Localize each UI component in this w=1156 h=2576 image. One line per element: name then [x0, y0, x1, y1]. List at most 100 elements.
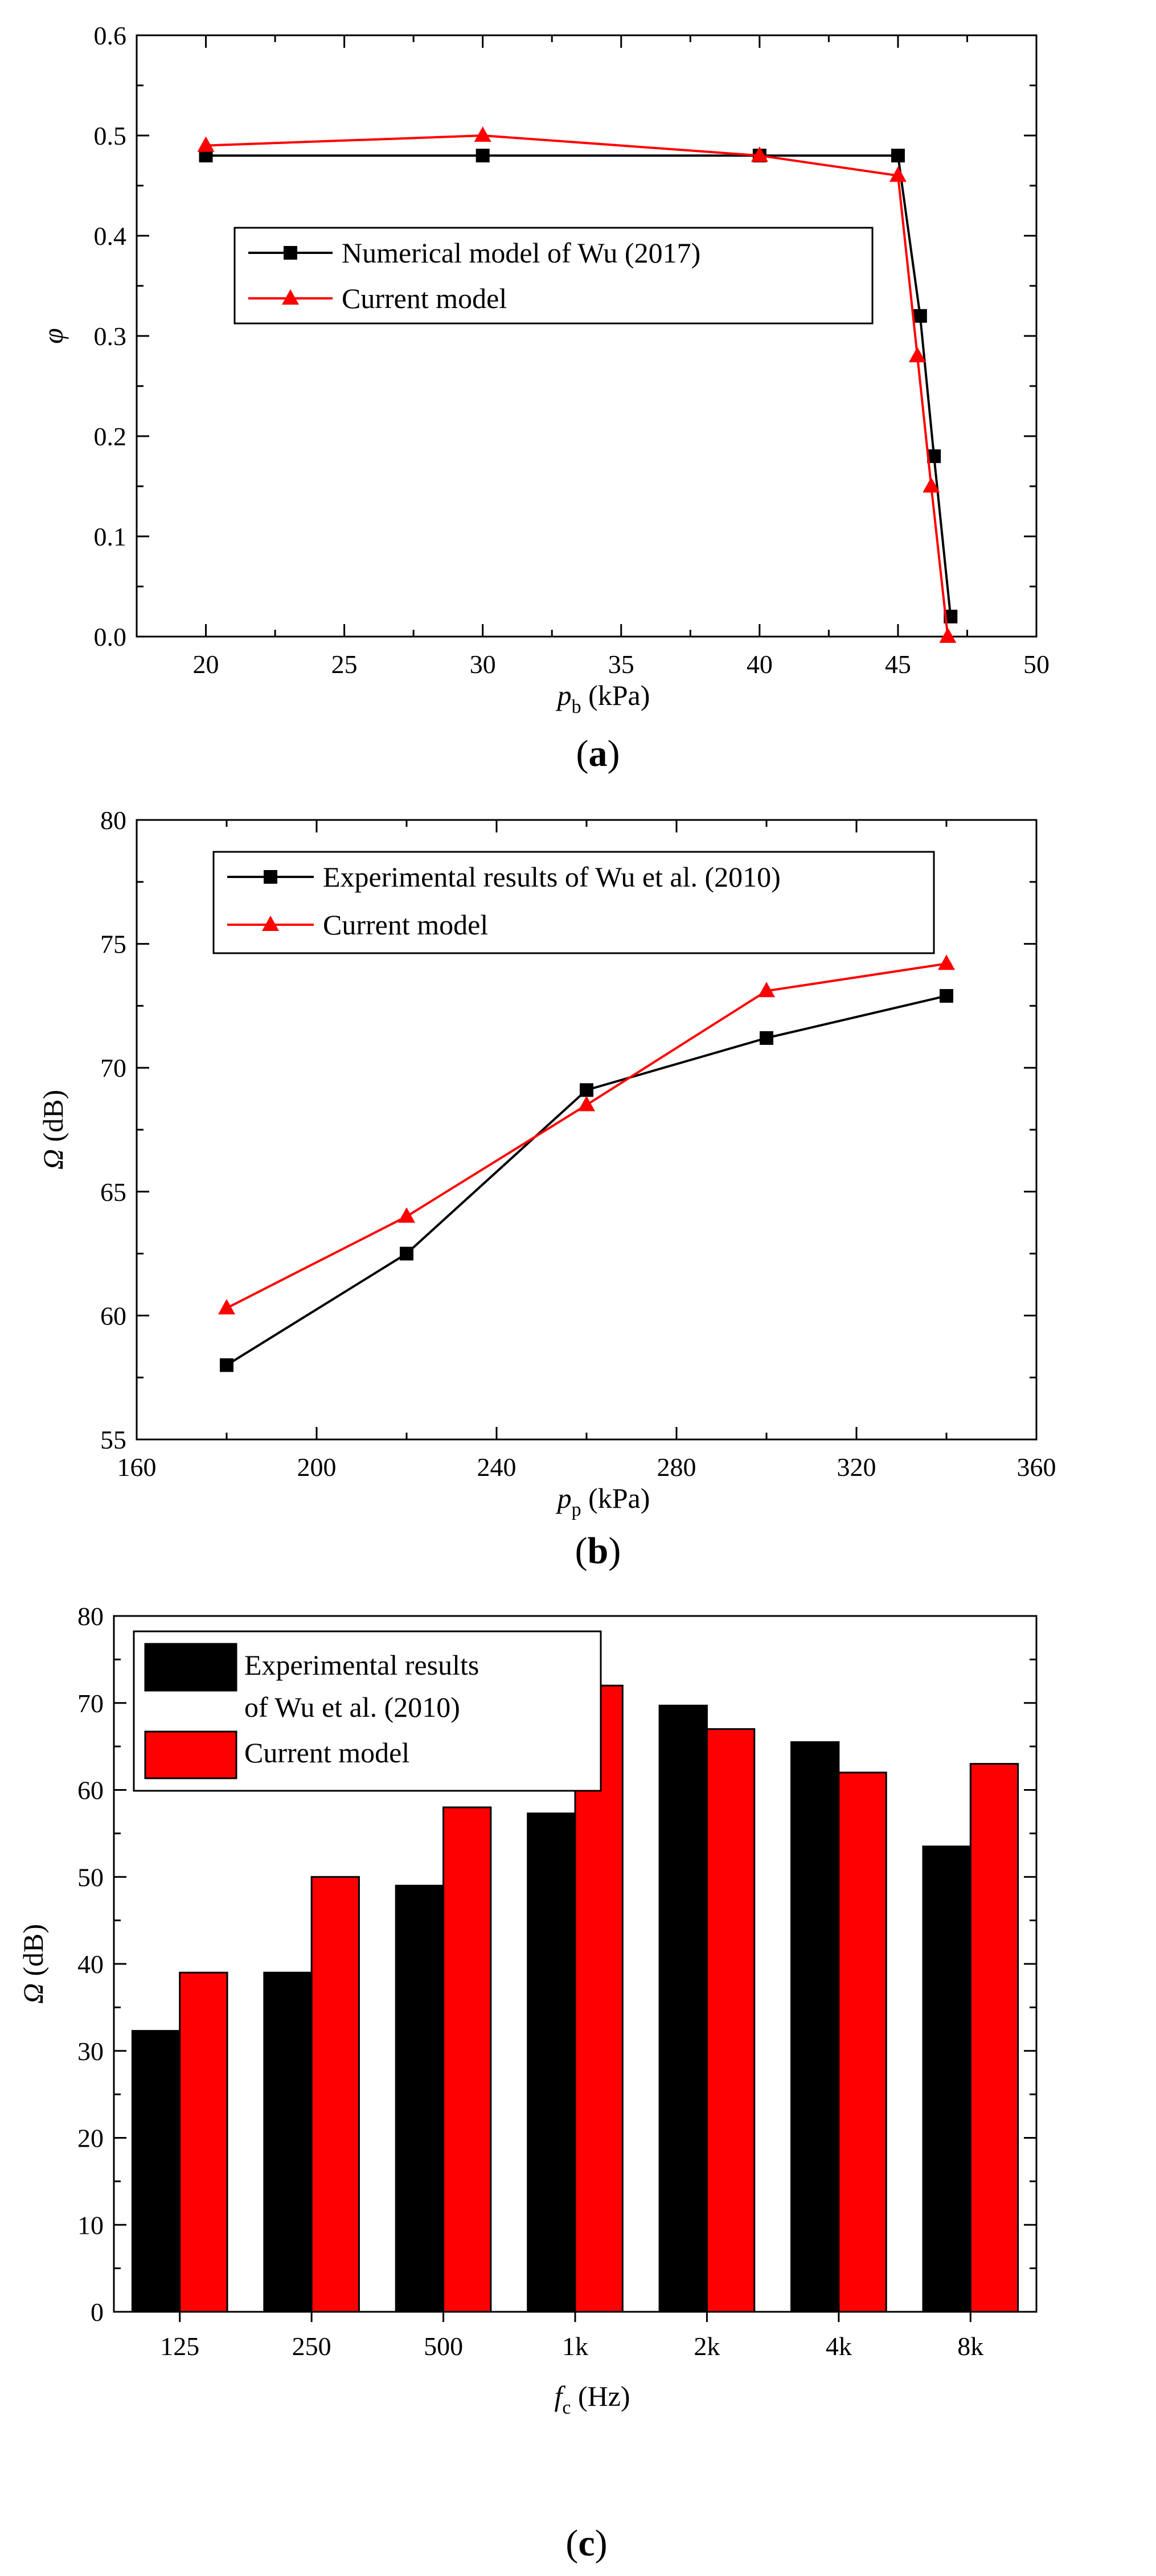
- y-tick-label-2-4: 40: [77, 1950, 104, 1979]
- legend-box-1: [212, 851, 935, 954]
- x-tick-label-0-6: 50: [1023, 650, 1050, 679]
- y-tick-label-0-6: 0.6: [94, 21, 127, 50]
- x-tick-label-1-1: 200: [297, 1453, 337, 1482]
- y-tick-label-2-2: 20: [77, 2124, 104, 2153]
- bar-2-0-6: [922, 1845, 971, 2313]
- legend-marker-0-0: [284, 246, 297, 260]
- data-point-1-0-4: [940, 988, 953, 1003]
- panel-label-1: (b): [575, 1530, 621, 1572]
- series-line-0-1: [206, 134, 949, 637]
- data-point-0-0-1: [475, 149, 490, 163]
- y-tick-label-2-7: 70: [77, 1689, 104, 1718]
- y-tick-label-2-1: 10: [77, 2210, 104, 2239]
- y-tick-label-0-5: 0.5: [94, 121, 127, 150]
- bar-2-1-2: [442, 1806, 492, 2313]
- bar-2-0-2: [395, 1885, 445, 2313]
- x-tick-label-1-0: 160: [117, 1453, 157, 1482]
- y-axis-title-0: φ: [37, 328, 69, 344]
- data-point-1-1-0: [218, 1299, 235, 1315]
- legend-label-0-1: Current model: [342, 282, 507, 314]
- bar-2-1-5: [838, 1771, 887, 2313]
- legend-label-2-1-0: Current model: [244, 1737, 409, 1769]
- y-tick-label-0-4: 0.4: [94, 221, 127, 251]
- series-line-1-1: [226, 962, 947, 1310]
- bar-2-0-3: [527, 1812, 576, 2313]
- legend-swatch-2-1: [144, 1730, 237, 1779]
- y-tick-label-1-2: 65: [100, 1178, 126, 1207]
- data-point-1-0-0: [220, 1358, 233, 1372]
- legend-label-0-0: Numerical model of Wu (2017): [342, 237, 700, 269]
- y-tick-label-0-0: 0.0: [94, 622, 127, 651]
- data-point-0-1-4: [908, 347, 926, 363]
- x-tick-label-0-1: 25: [331, 650, 358, 679]
- y-tick-label-2-5: 50: [77, 1863, 104, 1892]
- y-tick-label-2-3: 30: [77, 2037, 104, 2066]
- y-tick-label-1-5: 80: [100, 806, 126, 835]
- legend-swatch-2-0: [144, 1643, 237, 1692]
- chart-panel-b: 55 60 65 70 75 80 160 200 240 280 320 360 Experiment…: [37, 806, 1056, 1572]
- data-point-1-1-4: [938, 954, 955, 970]
- x-tick-label-2-5: 4k: [826, 2332, 852, 2361]
- panel-label-2: (c): [565, 2522, 607, 2564]
- bar-2-0-5: [790, 1741, 840, 2313]
- x-tick-label-0-2: 30: [470, 650, 496, 679]
- data-point-1-0-1: [400, 1246, 413, 1261]
- y-tick-label-2-6: 60: [77, 1776, 104, 1805]
- x-axis-title-2: fc (Hz): [554, 2380, 630, 2418]
- legend-label-1-1: Current model: [323, 909, 488, 941]
- x-tick-label-1-2: 240: [477, 1453, 516, 1482]
- bar-2-1-0: [179, 1971, 228, 2313]
- data-point-0-1-1: [474, 126, 491, 142]
- x-axis-title-1: pp (kPa): [556, 1482, 650, 1520]
- series-line-1-0: [226, 995, 947, 1367]
- y-tick-label-1-4: 75: [100, 930, 126, 959]
- legend-label-2-0-1: of Wu et al. (2010): [244, 1691, 460, 1723]
- y-tick-label-0-3: 0.3: [94, 322, 127, 351]
- data-point-1-1-3: [758, 982, 775, 998]
- y-axis-title-1: Ω (dB): [37, 1090, 69, 1170]
- x-tick-label-2-6: 8k: [957, 2332, 983, 2361]
- bar-2-1-6: [969, 1763, 1019, 2313]
- x-tick-label-0-3: 35: [608, 650, 634, 679]
- x-tick-label-2-0: 125: [160, 2332, 199, 2361]
- legend-marker-0-1: [282, 289, 299, 305]
- data-point-1-0-2: [580, 1083, 593, 1097]
- data-point-0-0-3: [891, 149, 905, 163]
- x-tick-label-2-3: 1k: [562, 2332, 588, 2361]
- y-tick-label-2-8: 80: [77, 1602, 104, 1631]
- bar-2-0-4: [658, 1704, 708, 2313]
- chart-panel-a: 0.0 0.1 0.2 0.3 0.4 0.5 0.6 20 25 30 35 40 45 50 Numer…: [37, 21, 1050, 774]
- bar-2-0-1: [263, 1971, 313, 2313]
- legend-box-0: [233, 227, 874, 325]
- data-point-1-0-3: [760, 1031, 773, 1045]
- plot-frame-0: [136, 34, 1038, 638]
- series-line-0-0: [206, 154, 952, 617]
- bar-2-1-1: [310, 1876, 360, 2313]
- x-tick-label-0-0: 20: [193, 650, 219, 679]
- y-tick-label-1-1: 60: [100, 1301, 126, 1330]
- x-tick-label-0-4: 40: [747, 650, 773, 679]
- legend-label-1-0: Experimental results of Wu et al. (2010): [323, 861, 781, 893]
- legend-label-2-0-0: Experimental results: [244, 1649, 479, 1681]
- x-tick-label-2-1: 250: [292, 2332, 331, 2361]
- x-tick-label-2-2: 500: [424, 2332, 463, 2361]
- data-point-0-1-0: [197, 136, 215, 152]
- data-point-0-1-2: [751, 146, 768, 162]
- y-tick-label-2-0: 0: [91, 2298, 104, 2327]
- y-axis-title-2: Ω (dB): [17, 1924, 49, 2004]
- data-point-1-1-1: [398, 1207, 415, 1223]
- data-point-0-1-3: [889, 166, 907, 182]
- data-point-0-0-4: [913, 309, 927, 323]
- x-tick-label-1-5: 360: [1017, 1453, 1056, 1482]
- x-tick-label-2-4: 2k: [694, 2332, 720, 2361]
- y-tick-label-0-1: 0.1: [94, 522, 127, 551]
- y-tick-label-1-3: 70: [100, 1053, 126, 1082]
- y-tick-label-0-2: 0.2: [94, 422, 127, 451]
- legend-marker-1-0: [264, 870, 277, 884]
- panel-label-0: (a): [576, 733, 620, 774]
- chart-panel-c: 0 10 20 30 40 50 60 70 80 125 250 500 1k 2k 4k 8k Experi…: [17, 1602, 1038, 2564]
- data-point-1-1-2: [578, 1096, 595, 1111]
- x-tick-label-1-4: 320: [837, 1453, 876, 1482]
- x-tick-label-0-5: 45: [885, 650, 911, 679]
